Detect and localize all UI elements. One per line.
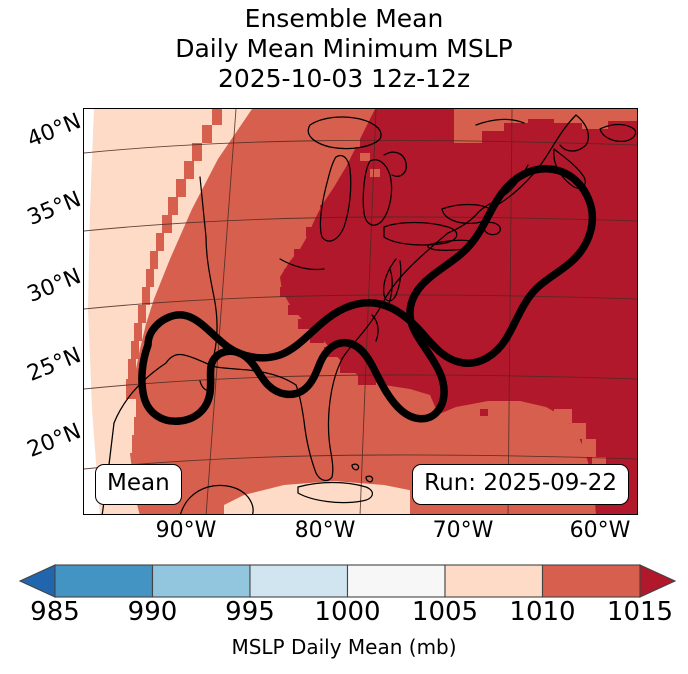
lat-label-20n: 20°N (23, 418, 85, 463)
colorbar-tick-1015: 1015 (606, 597, 674, 627)
field-speck (480, 409, 488, 416)
map-panel[interactable]: Mean Run: 2025-09-22 (83, 108, 638, 515)
map-canvas: Mean Run: 2025-09-22 (84, 109, 637, 514)
colorbar-label: MSLP Daily Mean (mb) (231, 635, 457, 659)
lat-label-25n: 25°N (23, 342, 85, 387)
colorbar-under-arrow (18, 564, 56, 598)
colorbar-band-985-990 (54, 564, 154, 598)
colorbar-band-995-1000 (249, 564, 349, 598)
annotation-mean: Mean (95, 464, 182, 505)
field-notch-northeast (454, 109, 637, 143)
domain-edge-white (84, 109, 100, 514)
colorbar-tick-1000: 1000 (314, 597, 381, 627)
colorbar-band-1010-1015 (541, 564, 641, 598)
colorbar-graphic (18, 564, 677, 598)
figure-title: Ensemble Mean Daily Mean Minimum MSLP 20… (0, 4, 688, 94)
colorbar-band-1005-1010 (444, 564, 544, 598)
colorbar-tick-1005: 1005 (411, 597, 479, 627)
lon-label-80w: 80°W (294, 518, 356, 543)
colorbar-tick-1010: 1010 (509, 597, 576, 627)
title-line-2: Daily Mean Minimum MSLP (175, 34, 513, 63)
colorbar-tick-990: 990 (127, 597, 178, 627)
field-step-detail-upper (340, 125, 380, 177)
field-inlet-1005-1010-south (224, 481, 414, 514)
lat-label-40n: 40°N (23, 108, 85, 153)
lat-label-35n: 35°N (23, 186, 85, 231)
lon-label-70w: 70°W (432, 518, 494, 543)
colorbar-band-990-995 (151, 564, 251, 598)
contour-1015-thick (138, 165, 597, 425)
title-line-1: Ensemble Mean (244, 4, 444, 33)
annotation-run: Run: 2025-09-22 (412, 464, 629, 505)
colorbar-band-1000-1005 (346, 564, 446, 598)
title-line-3: 2025-10-03 12z-12z (217, 64, 471, 93)
lon-label-60w: 60°W (569, 518, 631, 543)
field-west-strip (84, 109, 218, 514)
map-graphic (84, 109, 637, 514)
lat-label-30n: 30°N (23, 263, 85, 308)
colorbar-over-arrow (639, 564, 677, 598)
colorbar[interactable]: 985 990 995 1000 1005 1010 1015 MSLP Dai… (0, 555, 688, 674)
lon-label-90w: 90°W (155, 518, 217, 543)
colorbar-tick-995: 995 (225, 597, 275, 627)
colorbar-tick-985: 985 (30, 597, 80, 627)
